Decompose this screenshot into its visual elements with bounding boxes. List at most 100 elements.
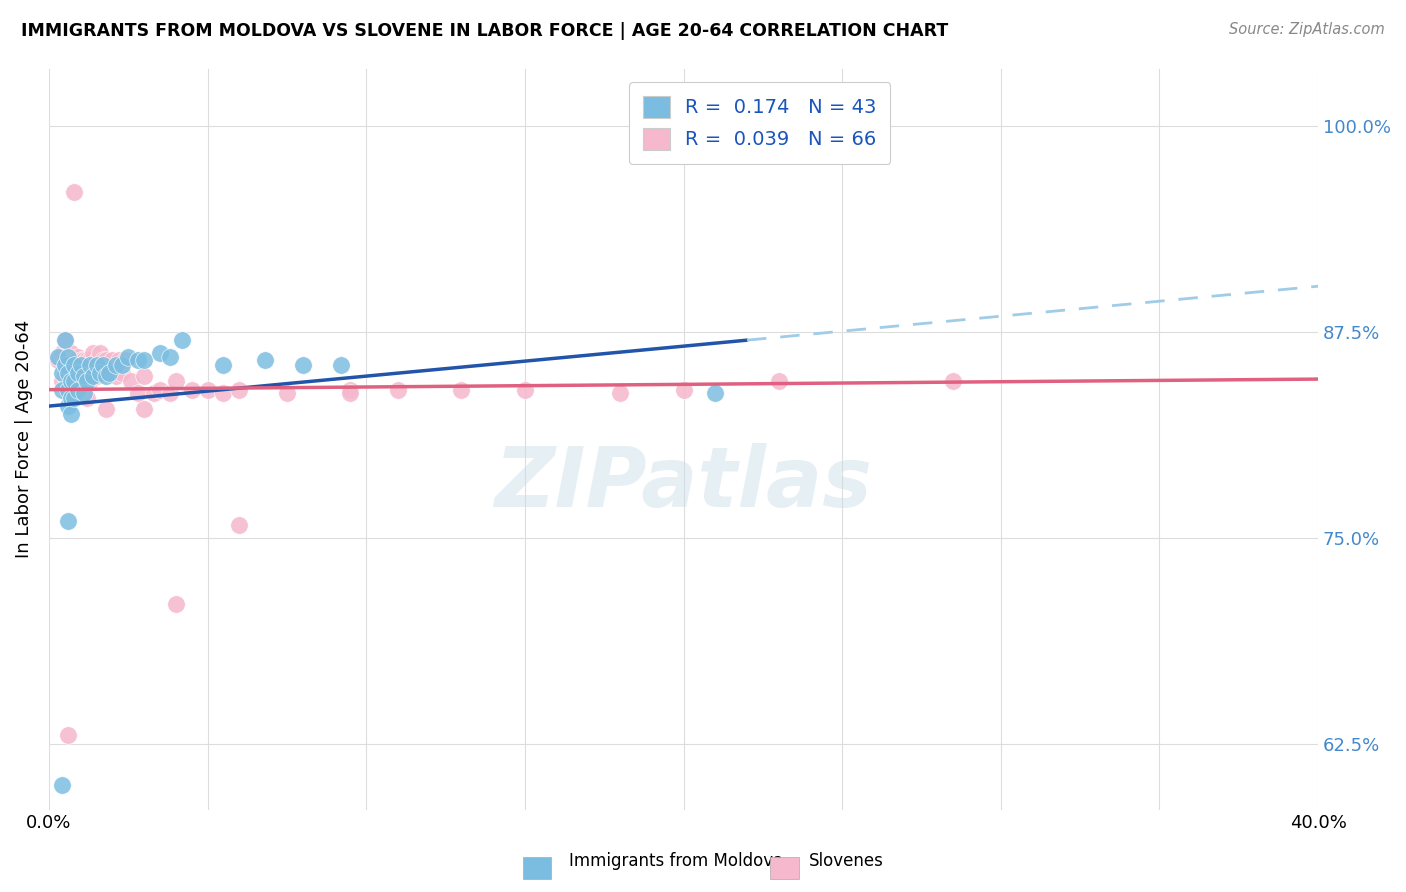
Point [94,402,117,417]
Text: Immigrants from Moldova: Immigrants from Moldova [569,852,783,870]
Point [197,383,219,397]
Point [134,353,156,368]
Point [127,385,149,400]
Point [79,353,101,368]
Point [89,366,111,380]
Point [172,333,194,347]
Point [228,517,250,532]
Point [134,402,156,417]
Point [73,353,96,368]
Point [942,375,965,389]
Point [56,399,79,413]
Point [53,353,76,368]
Point [56,514,79,528]
Point [180,383,202,397]
Text: IMMIGRANTS FROM MOLDOVA VS SLOVENE IN LABOR FORCE | AGE 20-64 CORRELATION CHART: IMMIGRANTS FROM MOLDOVA VS SLOVENE IN LA… [21,22,948,40]
Point [56,353,79,368]
Point [56,350,79,364]
Point [165,597,187,611]
Point [48,353,70,368]
Point [56,366,79,380]
Point [86,353,108,368]
Point [60,391,83,405]
Point [276,385,298,400]
Point [104,369,127,384]
Point [69,353,91,368]
Legend: R =  0.174   N = 43, R =  0.039   N = 66: R = 0.174 N = 43, R = 0.039 N = 66 [628,82,890,164]
Point [127,353,149,368]
Point [82,346,104,360]
Point [94,369,117,384]
Point [63,185,86,199]
Point [63,391,86,405]
Point [228,383,250,397]
Point [450,383,472,397]
Text: Source: ZipAtlas.com: Source: ZipAtlas.com [1229,22,1385,37]
Point [94,353,117,368]
Point [104,358,127,372]
Point [56,728,79,742]
Point [66,366,89,380]
Point [121,375,143,389]
Point [51,383,73,397]
Point [609,385,631,400]
Point [91,353,114,368]
Point [149,346,172,360]
Point [60,346,83,360]
Point [159,385,181,400]
Point [134,369,156,384]
Point [111,366,134,380]
Point [51,346,73,360]
Point [339,385,361,400]
Point [69,369,91,384]
Point [253,353,276,368]
Text: ZIPatlas: ZIPatlas [495,443,873,524]
Point [79,358,101,372]
Point [142,385,165,400]
Point [63,358,86,372]
Point [98,366,121,380]
Point [117,350,139,364]
Text: Slovenes: Slovenes [808,852,883,870]
Point [86,358,108,372]
Point [56,369,79,384]
Point [66,366,89,380]
Point [51,375,73,389]
Point [51,366,73,380]
Point [82,369,104,384]
Point [291,358,314,372]
Y-axis label: In Labor Force | Age 20-64: In Labor Force | Age 20-64 [15,320,32,558]
Point [513,383,536,397]
Point [76,391,98,405]
Point [86,369,108,384]
Point [101,353,124,368]
Point [48,350,70,364]
Point [63,353,86,368]
Point [91,358,114,372]
Point [60,383,83,397]
Point [56,383,79,397]
Point [704,385,727,400]
Point [73,369,96,384]
Point [212,358,235,372]
Point [212,385,235,400]
Point [149,383,172,397]
Point [79,375,101,389]
Point [63,375,86,389]
Point [73,369,96,384]
Point [339,383,361,397]
Point [76,369,98,384]
Point [76,353,98,368]
Point [89,366,111,380]
Point [63,369,86,384]
Point [73,385,96,400]
Point [111,358,134,372]
Point [89,346,111,360]
Point [98,366,121,380]
Point [60,375,83,389]
Point [66,350,89,364]
Point [69,358,91,372]
Point [82,366,104,380]
Point [76,375,98,389]
Point [53,333,76,347]
